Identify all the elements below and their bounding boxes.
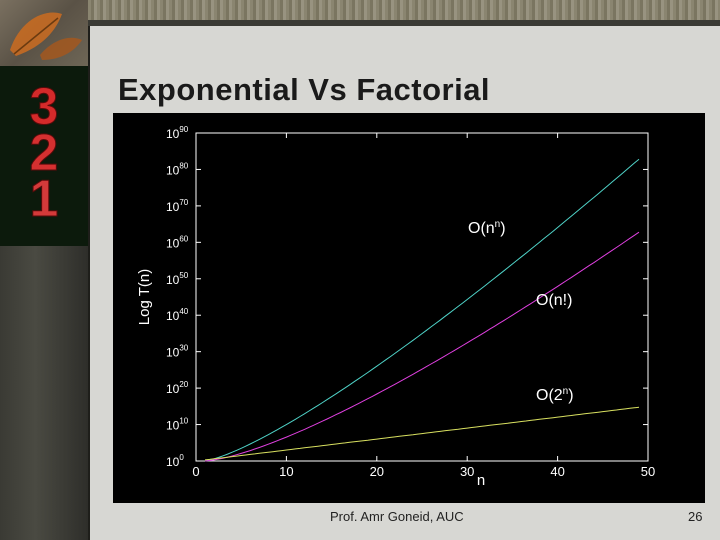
numbers-3-2-1-icon: 3 2 1 — [29, 78, 59, 229]
series-line — [204, 231, 640, 462]
y-tick-label: 1050 — [166, 271, 189, 287]
x-axis-label: n — [477, 472, 485, 489]
page-number: 26 — [688, 509, 703, 524]
divider — [88, 26, 90, 540]
svg-text:1: 1 — [30, 170, 59, 228]
series-line — [204, 406, 640, 461]
y-tick-label: 1090 — [166, 125, 189, 141]
y-axis-label: Log T(n) — [136, 269, 153, 325]
series-line — [204, 158, 640, 462]
slide-title: Exponential Vs Factorial — [118, 72, 491, 107]
svg-text:3: 3 — [30, 78, 59, 136]
x-tick-label: 0 — [192, 464, 199, 479]
y-tick-label: 1030 — [166, 344, 189, 360]
y-tick-label: 1080 — [166, 161, 189, 177]
y-tick-label: 1040 — [166, 307, 189, 323]
y-tick-label: 1060 — [166, 234, 189, 250]
footer-author: Prof. Amr Goneid, AUC — [330, 509, 464, 524]
series-label: O(n!) — [536, 292, 572, 309]
chart: 1001010102010301040105010601070108010900… — [136, 125, 655, 489]
y-tick-label: 1070 — [166, 198, 189, 214]
top-dark-line — [88, 20, 720, 26]
x-tick-label: 30 — [460, 464, 474, 479]
x-tick-label: 50 — [641, 464, 655, 479]
series-label: O(2n) — [536, 386, 574, 404]
svg-text:2: 2 — [30, 124, 59, 182]
y-tick-label: 100 — [166, 453, 184, 469]
x-tick-label: 40 — [550, 464, 564, 479]
y-tick-label: 1010 — [166, 417, 189, 433]
series-label: O(nn) — [468, 219, 506, 237]
countdown-image: 3 2 1 — [0, 66, 88, 246]
plot-frame — [195, 132, 649, 462]
y-tick-label: 1020 — [166, 380, 189, 396]
top-texture-band — [88, 0, 720, 20]
x-tick-label: 10 — [279, 464, 293, 479]
x-tick-label: 20 — [370, 464, 384, 479]
leaf-image — [0, 0, 88, 66]
chart-panel: 100 1010 1020 1030 1040 1050 1060 1070 1080 1090 0… — [113, 113, 705, 503]
leaf-icon — [10, 12, 82, 60]
